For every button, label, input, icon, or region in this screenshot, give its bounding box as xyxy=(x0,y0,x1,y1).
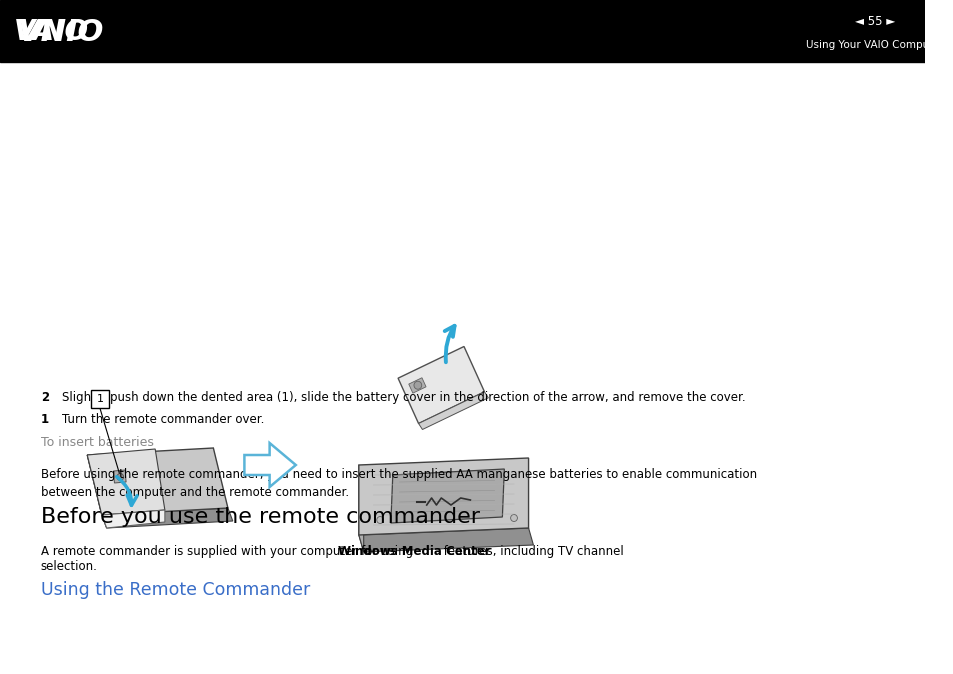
Text: VNIO: VNIO xyxy=(17,18,104,47)
Polygon shape xyxy=(358,458,528,535)
Text: ◄ 55 ►: ◄ 55 ► xyxy=(854,16,894,28)
Polygon shape xyxy=(87,448,228,515)
Polygon shape xyxy=(358,465,363,552)
Polygon shape xyxy=(113,470,126,483)
Text: Before you use the remote commander: Before you use the remote commander xyxy=(41,507,479,527)
Bar xyxy=(0,0,924,62)
Text: Using Your VAIO Computer: Using Your VAIO Computer xyxy=(805,40,943,50)
Polygon shape xyxy=(397,346,484,423)
Polygon shape xyxy=(408,377,426,393)
Polygon shape xyxy=(358,528,533,552)
Text: 1: 1 xyxy=(41,413,49,426)
Text: To insert batteries: To insert batteries xyxy=(41,436,153,449)
Text: A remote commander is supplied with your computer for using: A remote commander is supplied with your… xyxy=(41,545,416,557)
Polygon shape xyxy=(244,443,295,487)
Polygon shape xyxy=(102,510,165,528)
Polygon shape xyxy=(87,449,165,515)
Polygon shape xyxy=(87,455,107,528)
Circle shape xyxy=(414,381,421,389)
Polygon shape xyxy=(418,392,488,429)
Text: 1: 1 xyxy=(96,394,103,404)
Polygon shape xyxy=(391,469,504,523)
Polygon shape xyxy=(102,508,233,528)
Text: Before using the remote commander, you need to insert the supplied AA manganese : Before using the remote commander, you n… xyxy=(41,468,756,499)
Text: Windows Media Center: Windows Media Center xyxy=(338,545,491,557)
Text: VAIO: VAIO xyxy=(13,18,89,47)
Text: features, including TV channel: features, including TV channel xyxy=(440,545,623,557)
Circle shape xyxy=(510,514,517,522)
Text: selection.: selection. xyxy=(41,559,97,573)
Circle shape xyxy=(117,474,124,481)
Text: 2: 2 xyxy=(41,391,49,404)
FancyBboxPatch shape xyxy=(91,390,109,408)
Text: Slightly push down the dented area (1), slide the battery cover in the direction: Slightly push down the dented area (1), … xyxy=(62,391,745,404)
Text: Using the Remote Commander: Using the Remote Commander xyxy=(41,581,310,599)
Text: Turn the remote commander over.: Turn the remote commander over. xyxy=(62,413,264,426)
Circle shape xyxy=(376,516,383,524)
